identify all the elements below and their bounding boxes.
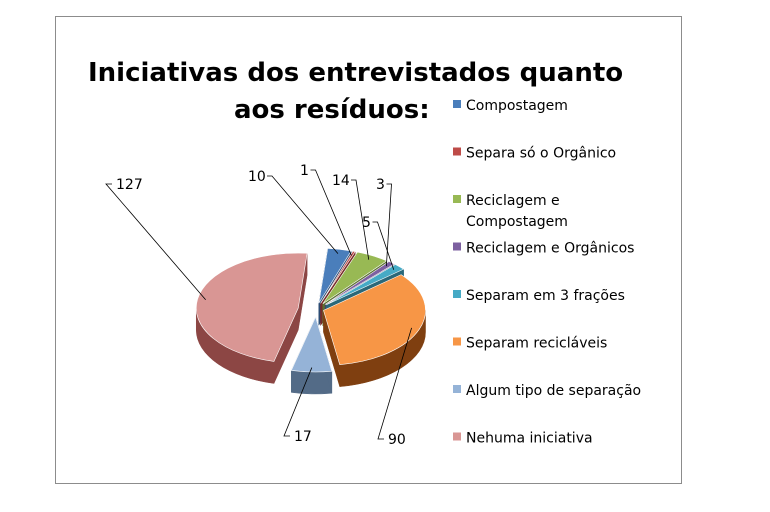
pie-slice-2 (320, 250, 356, 304)
legend-swatch-2 (453, 147, 461, 156)
data-label-6: 90 (388, 432, 406, 448)
legend-swatch-6 (453, 337, 461, 346)
legend-item-2: Separa só o Orgânico (453, 146, 616, 162)
leader-line-7 (283, 367, 313, 437)
legend: Compostagem Separa só o Orgânico Reciclage… (453, 98, 641, 447)
pie-slice-5 (325, 264, 405, 306)
data-label-3: 14 (332, 173, 350, 189)
legend-label-4: Reciclagem e Orgânicos (466, 241, 634, 257)
legend-item-3: Reciclagem e Compostagem (453, 193, 568, 230)
data-label-4: 3 (376, 177, 385, 193)
data-labels: 10 1 14 3 5 90 17 127 (105, 163, 412, 448)
data-label-2: 1 (300, 163, 309, 179)
leader-line-5 (372, 221, 395, 270)
legend-item-5: Separam em 3 frações (453, 288, 625, 304)
chart-title-line-2: aos resíduos: (234, 95, 430, 125)
legend-label-2: Separa só o Orgânico (466, 146, 616, 162)
legend-label-8: Nehuma iniciativa (466, 431, 593, 447)
data-label-1: 10 (248, 169, 266, 185)
legend-item-1: Compostagem (453, 98, 568, 114)
leader-line-8 (105, 183, 206, 301)
legend-swatch-4 (453, 242, 461, 251)
legend-swatch-5 (453, 290, 461, 298)
legend-item-8: Nehuma iniciativa (453, 431, 593, 447)
pie-slice-7 (290, 316, 333, 373)
legend-item-6: Separam recicláveis (453, 336, 607, 352)
pie-slice-6 (323, 274, 426, 365)
legend-swatch-8 (453, 432, 461, 441)
leader-line-4 (385, 183, 392, 267)
pie-slice-1 (318, 248, 352, 304)
legend-label-5: Separam em 3 frações (466, 288, 625, 304)
data-label-8: 127 (116, 177, 143, 193)
data-label-5: 5 (362, 215, 371, 231)
chart-title-line-1: Iniciativas dos entrevistados quanto (88, 58, 623, 88)
pie-slices (196, 248, 426, 373)
legend-item-4: Reciclagem e Orgânicos (453, 241, 634, 257)
legend-label-3: Reciclagem e (466, 193, 560, 209)
legend-swatch-3 (453, 195, 461, 203)
legend-label-3: Compostagem (466, 214, 568, 230)
legend-label-6: Separam recicláveis (466, 336, 607, 352)
pie-slice-8 (196, 252, 308, 362)
legend-label-7: Algum tipo de separação (466, 383, 641, 399)
pie-chart: Iniciativas dos entrevistados quanto aos… (88, 58, 641, 448)
legend-swatch-1 (453, 100, 461, 108)
legend-label-1: Compostagem (466, 98, 568, 114)
leader-line-2 (310, 169, 352, 256)
legend-swatch-7 (453, 385, 461, 393)
legend-item-7: Algum tipo de separação (453, 383, 641, 399)
leader-line-1 (267, 175, 339, 254)
leader-line-3 (351, 179, 370, 260)
data-label-7: 17 (294, 429, 312, 445)
chart-title: Iniciativas dos entrevistados quanto aos… (88, 58, 623, 125)
leader-line-6 (377, 327, 412, 440)
chart-area: Iniciativas dos entrevistados quanto aos… (55, 16, 682, 484)
